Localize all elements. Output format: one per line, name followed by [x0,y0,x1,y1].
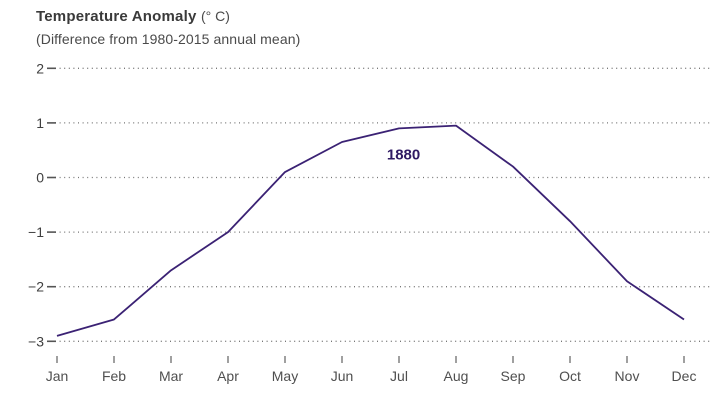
series-label: 1880 [387,146,420,163]
x-axis-label: Dec [672,368,697,384]
x-axis-label: May [272,368,298,384]
x-axis-label: Apr [217,368,239,384]
y-axis-label: 1 [36,115,44,131]
x-axis-label: Sep [501,368,526,384]
series-line-1880 [56,124,685,337]
x-axis-label: Oct [559,368,581,384]
chart-title: Temperature Anomaly (° C) [36,8,230,26]
chart-title-unit: (° C) [200,8,230,24]
y-axis-label: −1 [28,224,44,240]
y-axis-label: 0 [36,170,44,186]
y-axis-label: −3 [28,333,44,349]
chart-subtitle: (Difference from 1980-2015 annual mean) [36,31,301,47]
x-axis-label: Aug [444,368,469,384]
x-axis-label: Jul [390,368,408,384]
x-axis-label: Mar [159,368,183,384]
chart-title-main: Temperature Anomaly [36,8,197,25]
y-axis-label: −2 [28,279,44,295]
x-axis-label: Nov [615,368,640,384]
y-axis-label: 2 [36,60,44,76]
x-axis-label: Jan [46,368,69,384]
x-axis-label: Jun [331,368,354,384]
x-axis-label: Feb [102,368,126,384]
